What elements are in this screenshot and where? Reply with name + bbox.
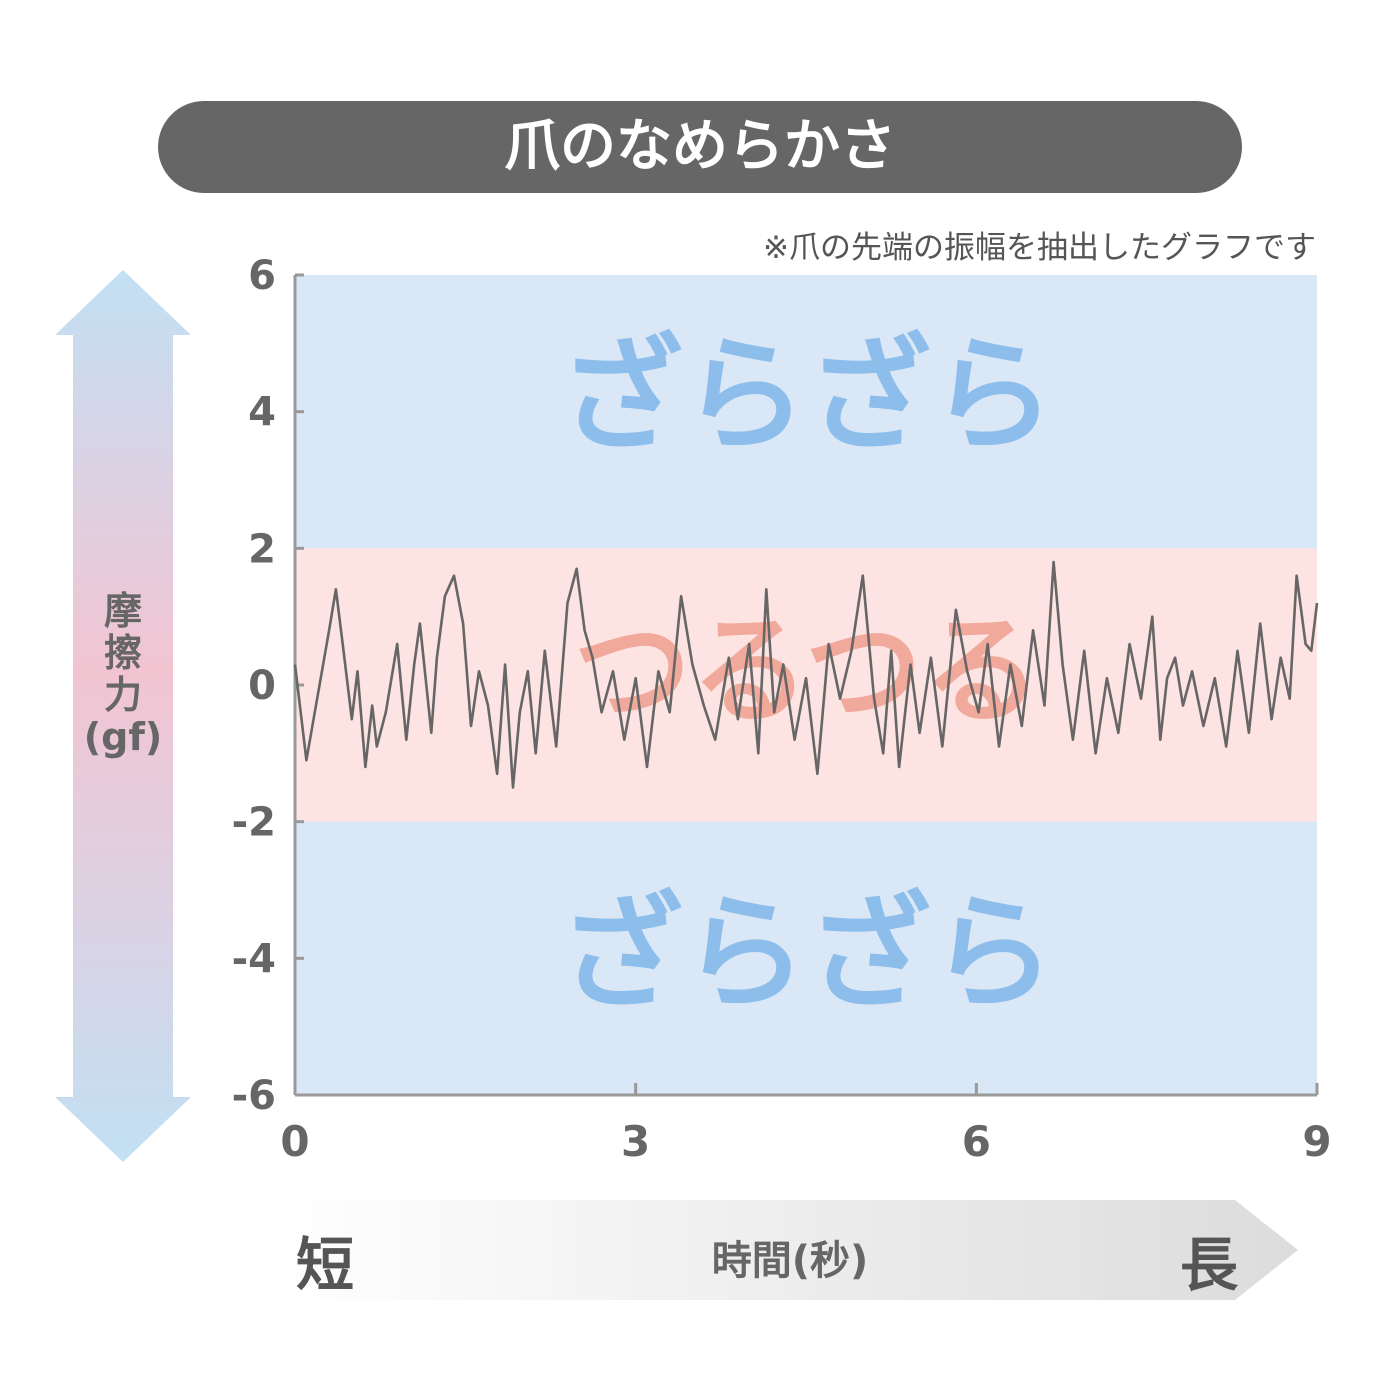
zone-label-top: ざらざら: [559, 324, 1055, 468]
x-tick-label: 3: [621, 1117, 650, 1166]
x-axis-label: 時間(秒): [711, 1238, 869, 1284]
y-axis-label-line: (gf): [83, 715, 163, 759]
x-tick-label: 6: [962, 1117, 991, 1166]
y-ticks: 6 4 2 0 -2 -4 -6: [232, 253, 304, 1119]
x-tick-label: 0: [280, 1117, 309, 1166]
y-tick-label: 4: [248, 390, 276, 436]
y-tick-label: -4: [232, 936, 276, 982]
zone-label-bottom: ざらざら: [559, 882, 1055, 1026]
title-banner: 爪のなめらかさ: [158, 101, 1242, 193]
y-tick-label: 2: [248, 526, 276, 572]
y-tick-label: -2: [232, 800, 276, 846]
y-tick-label: 6: [248, 253, 276, 299]
y-axis-label: 摩 擦 力 (gf): [70, 590, 176, 758]
zone-label-middle: つるつる: [573, 602, 1040, 740]
x-axis-arrow: [270, 1200, 1298, 1300]
band-zagizagi-top: [295, 275, 1317, 549]
y-axis-arrow: [55, 270, 191, 1162]
x-axis-end-label: 長: [1180, 1231, 1239, 1299]
band-zagizagi-bottom: [295, 821, 1317, 1095]
friction-series-line: [293, 560, 1319, 789]
x-ticks: 0 3 6 9: [280, 1083, 1332, 1166]
y-tick-label: 0: [248, 663, 276, 709]
chart-note: ※爪の先端の振幅を抽出したグラフです: [763, 230, 1316, 266]
y-axis-label-line: 擦: [103, 631, 142, 675]
y-tick-label: -6: [232, 1073, 276, 1119]
x-axis-start-label: 短: [296, 1231, 355, 1299]
page-title: 爪のなめらかさ: [504, 114, 896, 179]
y-axis-label-line: 力: [103, 673, 142, 717]
x-tick-label: 9: [1302, 1117, 1331, 1166]
y-axis-label-line: 摩: [103, 589, 142, 633]
